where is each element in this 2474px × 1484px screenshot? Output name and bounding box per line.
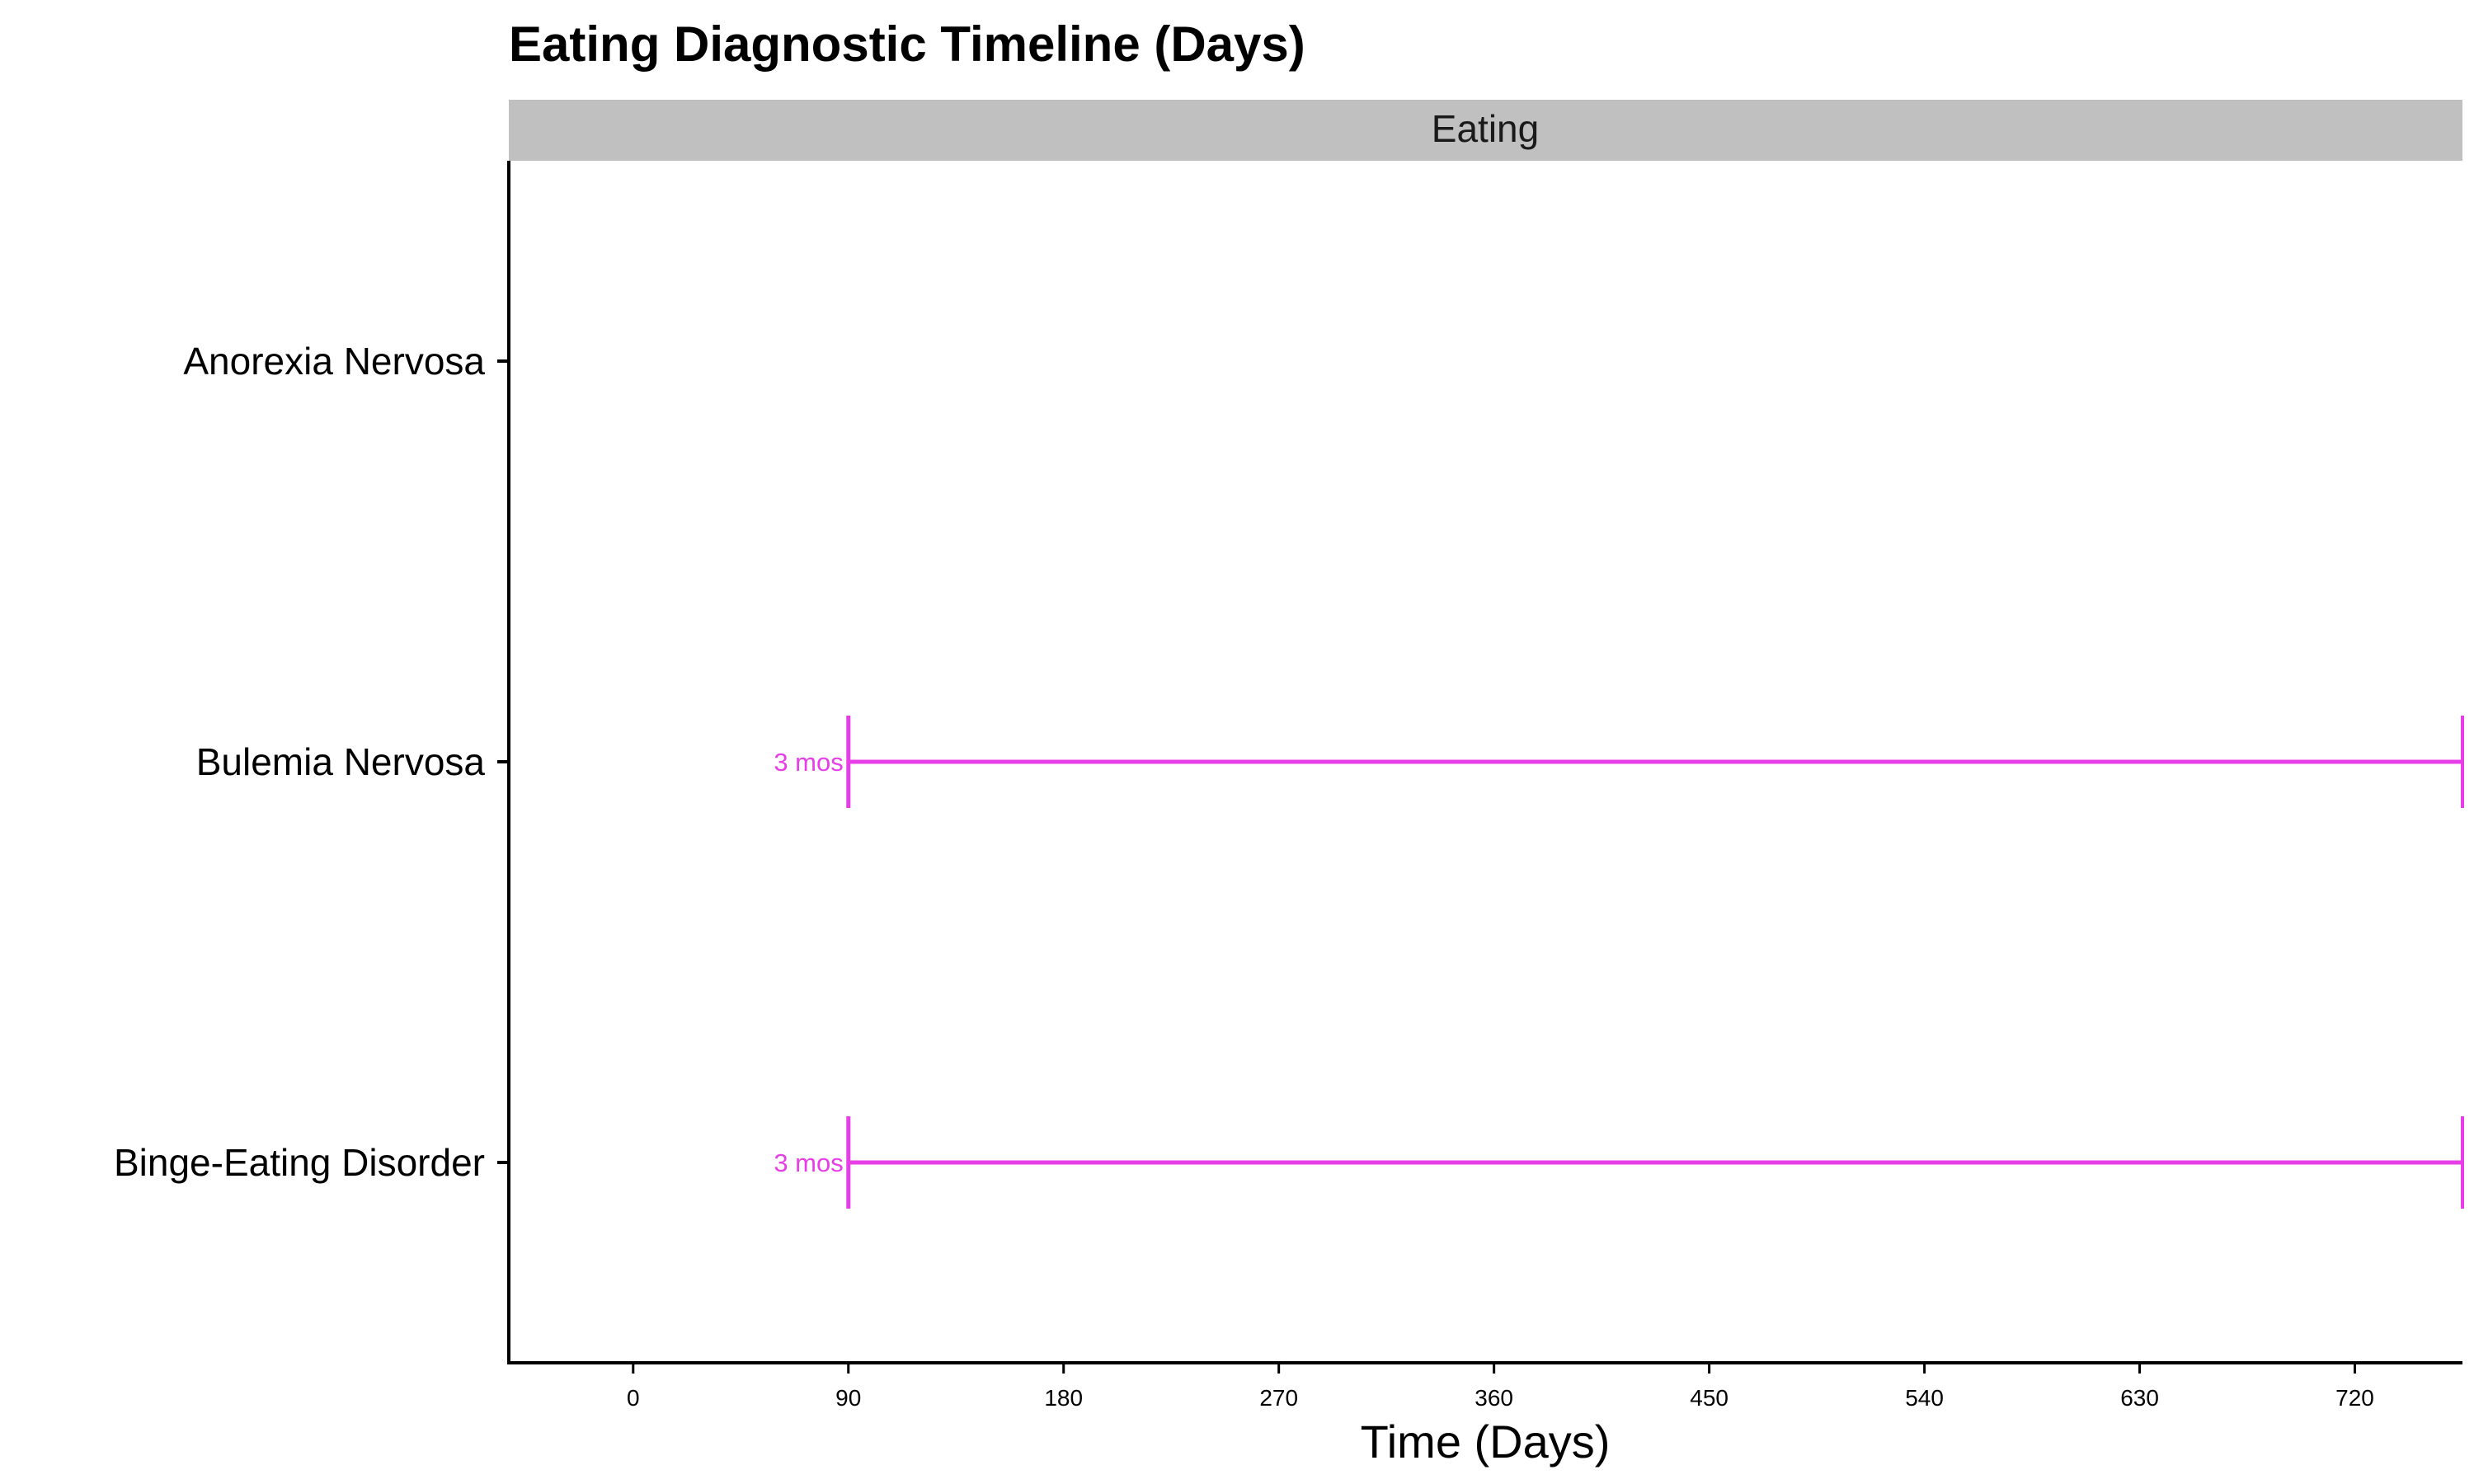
- plot-panel: Anorexia Nervosa Bulemia Nervosa Binge-Eat…: [114, 161, 2464, 1411]
- y-tick-label: Bulemia Nervosa: [196, 740, 486, 783]
- x-tick-label: 450: [1690, 1385, 1729, 1411]
- x-tick-label: 0: [627, 1385, 640, 1411]
- chart-title: Eating Diagnostic Timeline (Days): [509, 16, 1305, 72]
- segment-label: 3 mos: [774, 748, 843, 777]
- x-tick-label: 90: [835, 1385, 861, 1411]
- x-axis-ticks: 0 90 180 270 360 450 540 630 720: [627, 1363, 2374, 1411]
- x-axis-title: Time (Days): [1361, 1416, 1611, 1468]
- y-tick-label: Anorexia Nervosa: [183, 340, 485, 383]
- timeline-segment: 3 mos: [774, 716, 2464, 808]
- x-tick-label: 630: [2120, 1385, 2159, 1411]
- y-tick-label: Binge-Eating Disorder: [114, 1141, 485, 1184]
- x-tick-label: 540: [1905, 1385, 1944, 1411]
- facet-strip-label: Eating: [1432, 107, 1539, 150]
- timeline-segment: 3 mos: [774, 1116, 2464, 1209]
- segment-label: 3 mos: [774, 1148, 843, 1177]
- x-tick-label: 180: [1044, 1385, 1083, 1411]
- x-tick-label: 720: [2335, 1385, 2374, 1411]
- y-axis-ticks: Anorexia Nervosa Bulemia Nervosa Binge-Eat…: [114, 340, 509, 1184]
- x-tick-label: 360: [1475, 1385, 1513, 1411]
- timeline-segments: 3 mos 3 mos: [774, 716, 2464, 1209]
- x-tick-label: 270: [1259, 1385, 1298, 1411]
- facet-strip-background: [509, 100, 2462, 161]
- facet-strip: Eating: [509, 100, 2462, 161]
